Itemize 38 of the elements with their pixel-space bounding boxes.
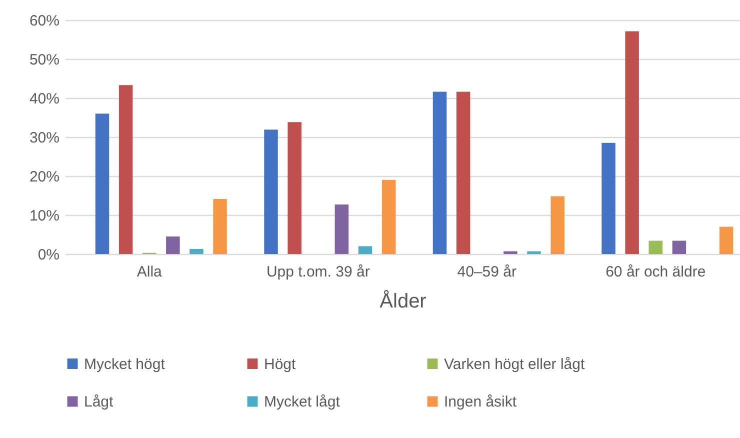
legend-label: Högt [264,356,297,373]
x-tick-label: 40–59 år [457,264,516,280]
legend-label: Mycket högt [84,356,166,373]
y-tick-label: 0% [38,246,60,264]
y-tick-label: 30% [29,130,60,146]
bar [648,240,663,254]
bar [95,114,110,254]
bar [527,251,541,254]
bar [334,204,349,254]
bar [213,199,227,254]
bar [504,251,518,254]
y-tick-label: 10% [29,208,60,224]
bar [550,196,564,254]
bar [456,92,470,254]
x-tick-label: Upp t.om. 39 år [266,264,370,280]
bar [288,122,302,254]
bar [264,130,278,254]
bar [625,31,639,254]
y-tick-label: 60% [29,12,60,30]
x-axis-title: Ålder [380,290,427,312]
y-tick-label: 20% [29,168,60,186]
bar [672,240,686,254]
x-tick-label: Alla [136,264,163,280]
bar [602,142,616,254]
bar [719,226,734,254]
bar [166,236,180,254]
legend-label: Varken högt eller lågt [444,356,586,373]
bar [118,85,133,254]
y-tick-label: 40% [29,90,60,108]
y-tick-label: 50% [29,52,60,68]
bar [432,92,447,254]
legend-label: Mycket lågt [264,394,341,410]
bar [190,248,204,254]
x-tick-label: 60 år och äldre [606,264,706,280]
legend-label: Ingen åsikt [444,394,518,410]
legend-label: Lågt [84,394,114,410]
bar [358,246,372,254]
bar [382,180,396,254]
